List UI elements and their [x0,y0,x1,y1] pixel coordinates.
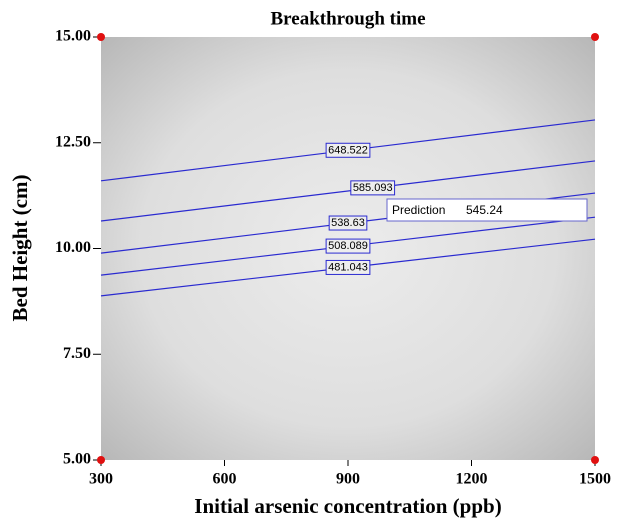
chart-title: Breakthrough time [271,8,426,29]
contour-label-box [325,259,371,275]
y-axis-label: Bed Height (cm) [8,175,32,322]
contour-label: 648.522 [325,142,371,158]
design-point [97,33,105,41]
design-point [591,33,599,41]
contour-label: 538.63 [328,215,368,231]
y-tick-label: 15.00 [55,28,91,45]
y-tick-label: 10.00 [55,239,91,256]
contour-label-box [350,180,396,196]
y-tick-label: 12.50 [55,133,91,150]
contour-level: 585.093 [353,182,393,194]
x-axis-label: Initial arsenic concentration (ppb) [194,494,501,518]
y-tick-label: 7.50 [63,345,91,362]
x-tick-label: 600 [213,471,237,488]
contour-level: 508.089 [328,240,368,252]
contour-label-box [325,238,371,254]
prediction-label: Prediction [392,203,445,217]
y-tick-label: 5.00 [63,451,91,468]
x-tick-label: 1200 [456,471,488,488]
design-point [591,456,599,464]
contour-label: 585.093 [350,180,396,196]
contour-level: 538.63 [331,217,365,229]
x-tick-label: 900 [336,471,360,488]
contour-label-box [325,142,371,158]
contour-label-box [328,215,368,231]
prediction-value: 545.24 [466,203,503,217]
prediction-box: Prediction 545.24 [386,198,588,222]
contour-label: 508.089 [325,238,371,254]
contour-level: 648.522 [328,144,368,156]
x-tick-label: 1500 [579,471,611,488]
contour-label: 481.043 [325,259,371,275]
contour-line [100,160,596,222]
x-tick-label: 300 [89,471,113,488]
design-point [97,456,105,464]
contour-level: 481.043 [328,261,368,273]
prediction-frame [386,198,588,222]
